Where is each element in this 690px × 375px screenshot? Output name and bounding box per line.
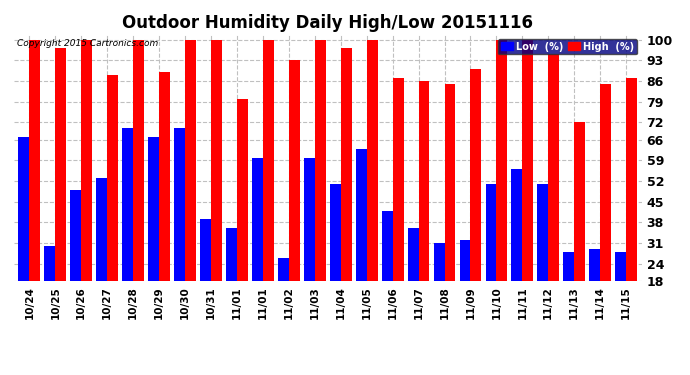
Bar: [433, 243, 444, 281]
Bar: [589, 249, 600, 281]
Bar: [185, 40, 196, 281]
Bar: [522, 40, 533, 281]
Bar: [44, 246, 55, 281]
Bar: [19, 137, 30, 281]
Bar: [444, 84, 455, 281]
Bar: [30, 40, 40, 281]
Bar: [393, 78, 404, 281]
Bar: [107, 75, 118, 281]
Bar: [408, 228, 419, 281]
Bar: [226, 228, 237, 281]
Bar: [304, 158, 315, 281]
Bar: [122, 128, 133, 281]
Bar: [237, 99, 248, 281]
Bar: [70, 190, 81, 281]
Bar: [330, 184, 341, 281]
Bar: [252, 158, 263, 281]
Bar: [315, 40, 326, 281]
Bar: [419, 81, 429, 281]
Bar: [159, 72, 170, 281]
Bar: [174, 128, 185, 281]
Bar: [81, 40, 92, 281]
Bar: [366, 40, 377, 281]
Bar: [341, 48, 352, 281]
Bar: [563, 252, 574, 281]
Bar: [133, 40, 144, 281]
Title: Outdoor Humidity Daily High/Low 20151116: Outdoor Humidity Daily High/Low 20151116: [122, 14, 533, 32]
Bar: [382, 210, 393, 281]
Bar: [538, 184, 549, 281]
Bar: [211, 40, 222, 281]
Bar: [97, 178, 107, 281]
Bar: [600, 84, 611, 281]
Bar: [148, 137, 159, 281]
Bar: [278, 258, 289, 281]
Bar: [200, 219, 211, 281]
Bar: [460, 240, 471, 281]
Text: Copyright 2015 Cartronics.com: Copyright 2015 Cartronics.com: [17, 39, 158, 48]
Bar: [615, 252, 626, 281]
Bar: [511, 169, 522, 281]
Bar: [486, 184, 496, 281]
Bar: [574, 122, 585, 281]
Bar: [55, 48, 66, 281]
Bar: [356, 148, 366, 281]
Bar: [263, 40, 274, 281]
Legend: Low  (%), High  (%): Low (%), High (%): [498, 39, 637, 54]
Bar: [626, 78, 637, 281]
Bar: [471, 69, 482, 281]
Bar: [496, 40, 507, 281]
Bar: [549, 54, 559, 281]
Bar: [289, 60, 299, 281]
